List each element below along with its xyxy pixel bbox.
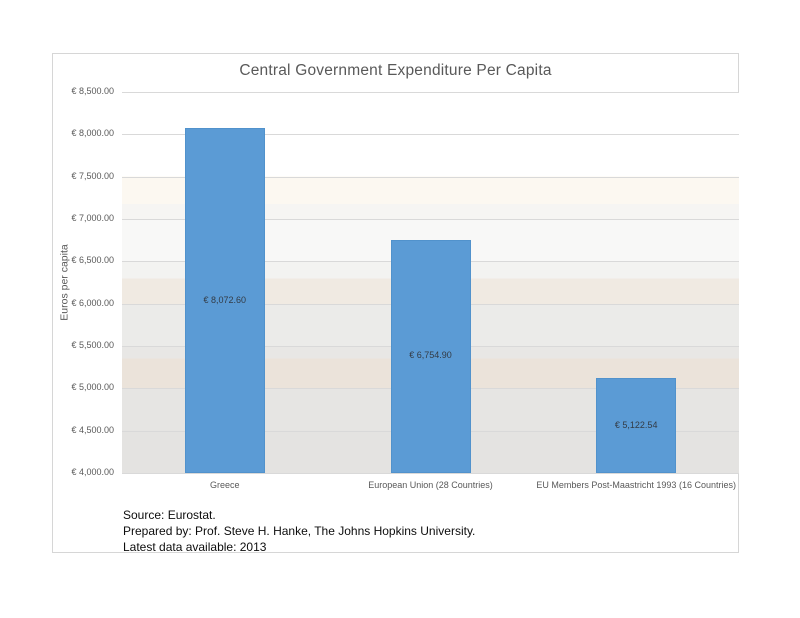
bar-value-label: € 8,072.60 <box>203 294 247 305</box>
x-category-label: EU Members Post-Maastricht 1993 (16 Coun… <box>536 480 736 490</box>
y-tick-label: € 6,500.00 <box>71 255 114 265</box>
chart-frame: Central Government Expenditure Per Capit… <box>52 53 739 555</box>
y-tick-label: € 4,000.00 <box>71 467 114 477</box>
prepared-by-line: Prepared by: Prof. Steve H. Hanke, The J… <box>123 524 476 538</box>
y-tick-label: € 5,500.00 <box>71 340 114 350</box>
source-line: Source: Eurostat. <box>123 508 216 522</box>
y-tick-label: € 5,000.00 <box>71 382 114 392</box>
bar <box>596 378 677 473</box>
gridline <box>122 473 739 474</box>
y-tick-label: € 4,500.00 <box>71 425 114 435</box>
bar-value-label: € 6,754.90 <box>409 350 452 361</box>
y-tick-label: € 7,500.00 <box>71 171 114 181</box>
y-axis-title: Euros per capita <box>58 244 71 321</box>
y-tick-label: € 8,000.00 <box>71 128 114 138</box>
gridline <box>122 177 739 178</box>
gridline <box>122 92 739 93</box>
bar <box>390 239 471 473</box>
y-tick-label: € 7,000.00 <box>71 213 114 223</box>
x-category-label: European Union (28 Countries) <box>368 480 493 490</box>
latest-data-line: Latest data available: 2013 <box>123 540 267 554</box>
source-note: Source: Eurostat. Prepared by: Prof. Ste… <box>123 507 475 555</box>
bar-value-label: € 5,122.54 <box>614 419 658 430</box>
bar <box>184 128 265 473</box>
x-category-label: Greece <box>210 480 240 490</box>
gridline <box>122 219 739 220</box>
chart-title: Central Government Expenditure Per Capit… <box>239 62 552 79</box>
y-tick-label: € 8,500.00 <box>71 86 114 96</box>
gridline <box>122 134 739 135</box>
y-tick-label: € 6,000.00 <box>71 298 114 308</box>
